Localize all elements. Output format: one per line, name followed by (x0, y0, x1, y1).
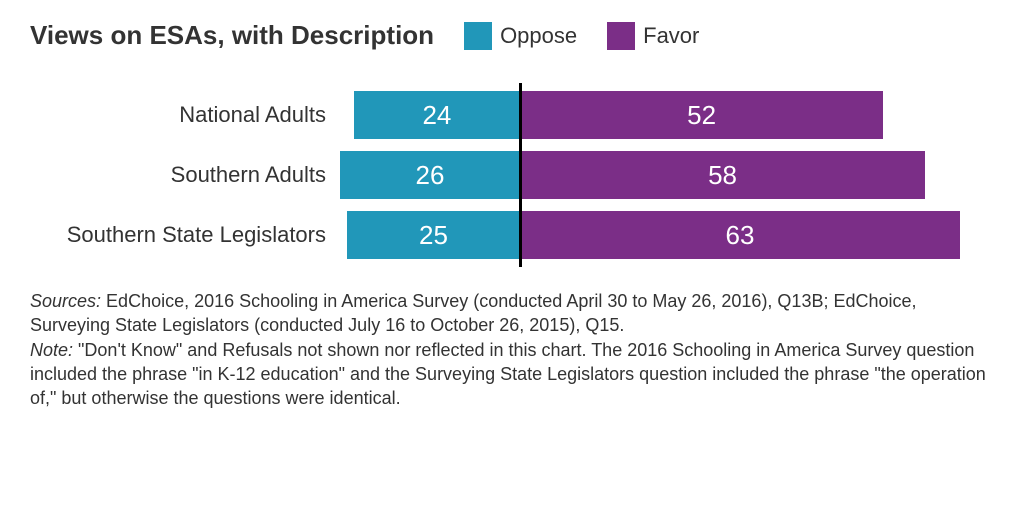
favor-bar: 52 (520, 91, 883, 139)
legend-swatch-favor (607, 22, 635, 50)
sources-text: EdChoice, 2016 Schooling in America Surv… (30, 291, 917, 335)
category-label: Southern State Legislators (30, 222, 340, 248)
favor-value: 52 (687, 100, 716, 131)
chart-title: Views on ESAs, with Description (30, 20, 434, 51)
note-text: "Don't Know" and Refusals not shown nor … (30, 340, 986, 409)
oppose-zone: 25 (340, 211, 520, 259)
bar-row: Southern State Legislators 25 63 (30, 211, 994, 259)
bar-row: National Adults 24 52 (30, 91, 994, 139)
favor-bar: 58 (520, 151, 925, 199)
favor-bar: 63 (520, 211, 960, 259)
note-prefix: Note: (30, 340, 73, 360)
oppose-zone: 24 (340, 91, 520, 139)
favor-value: 63 (726, 220, 755, 251)
chart-area: National Adults2452Southern Adults2658So… (30, 91, 994, 259)
favor-zone: 63 (520, 211, 960, 259)
bar-track: 25 63 (340, 211, 994, 259)
legend-label-favor: Favor (643, 23, 699, 49)
legend-item-oppose: Oppose (464, 22, 577, 50)
category-label: Southern Adults (30, 162, 340, 188)
oppose-value: 26 (416, 160, 445, 191)
favor-zone: 52 (520, 91, 960, 139)
favor-value: 58 (708, 160, 737, 191)
favor-zone: 58 (520, 151, 960, 199)
bar-track: 24 52 (340, 91, 994, 139)
center-axis-line (519, 83, 522, 267)
oppose-value: 25 (419, 220, 448, 251)
legend: Oppose Favor (464, 22, 699, 50)
oppose-bar: 25 (347, 211, 520, 259)
category-label: National Adults (30, 102, 340, 128)
bar-track: 26 58 (340, 151, 994, 199)
header-row: Views on ESAs, with Description Oppose F… (30, 20, 994, 51)
legend-item-favor: Favor (607, 22, 699, 50)
legend-swatch-oppose (464, 22, 492, 50)
oppose-bar: 26 (340, 151, 520, 199)
legend-label-oppose: Oppose (500, 23, 577, 49)
oppose-value: 24 (422, 100, 451, 131)
footer-text: Sources: EdChoice, 2016 Schooling in Ame… (30, 289, 994, 410)
sources-prefix: Sources: (30, 291, 101, 311)
oppose-zone: 26 (340, 151, 520, 199)
oppose-bar: 24 (354, 91, 520, 139)
bar-row: Southern Adults 26 58 (30, 151, 994, 199)
